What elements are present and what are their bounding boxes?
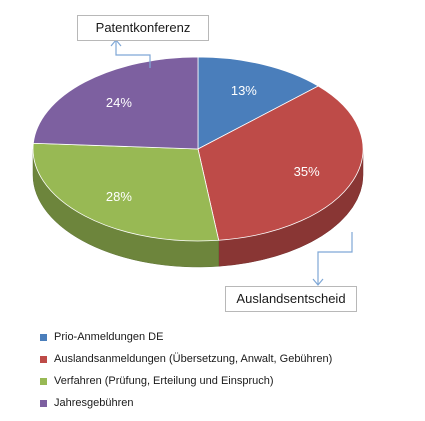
legend-label: Prio-Anmeldungen DE — [54, 331, 164, 343]
pie-slice-2 — [197, 85, 364, 241]
legend: Prio-Anmeldungen DE Auslandsanmeldungen (… — [40, 326, 332, 414]
legend-item: Verfahren (Prüfung, Erteilung und Einspr… — [40, 370, 332, 392]
pie-slice-1 — [197, 56, 320, 150]
arrowhead-auslandsentscheid — [312, 278, 324, 286]
connector-patentkonferenz — [115, 40, 151, 68]
legend-item: Auslandsanmeldungen (Übersetzung, Anwalt… — [40, 348, 332, 370]
pie-value-labels: 13% 35% 28% 24% — [106, 83, 320, 204]
legend-swatch — [40, 355, 47, 363]
legend-item: Jahresgebühren — [40, 392, 332, 414]
pie-tops — [32, 56, 364, 242]
pie-slice-3 — [32, 142, 220, 242]
legend-swatch — [40, 333, 47, 341]
pie-value-label-4: 24% — [106, 95, 132, 110]
legend-label: Verfahren (Prüfung, Erteilung und Einspr… — [54, 375, 274, 387]
pie-value-label-1: 13% — [231, 83, 257, 98]
connector-auslandsentscheid — [317, 232, 353, 285]
legend-swatch — [40, 399, 47, 407]
legend-item: Prio-Anmeldungen DE — [40, 326, 332, 348]
pie-slice-4 — [32, 56, 199, 150]
legend-label: Auslandsanmeldungen (Übersetzung, Anwalt… — [54, 353, 333, 365]
callout-auslandsentscheid: Auslandsentscheid — [225, 286, 357, 312]
legend-swatch — [40, 377, 47, 385]
pie-value-label-3: 28% — [106, 189, 132, 204]
pie-value-label-2: 35% — [294, 164, 320, 179]
callout-patentkonferenz: Patentkonferenz — [77, 15, 209, 41]
legend-label: Jahresgebühren — [54, 397, 134, 409]
